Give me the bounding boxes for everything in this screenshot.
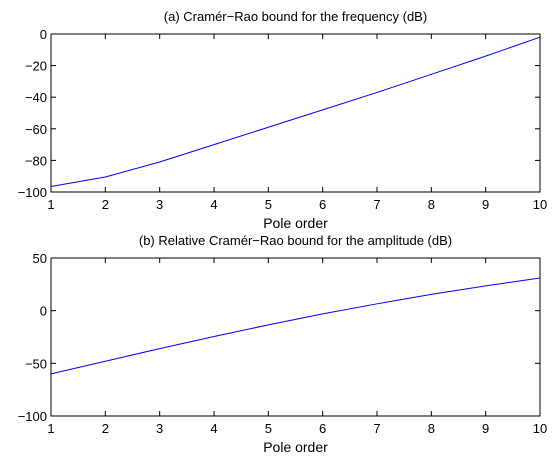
plot-area <box>50 257 541 417</box>
x-tick-label: 6 <box>319 197 326 212</box>
x-tick-label: 10 <box>533 421 547 436</box>
y-tick-label: −50 <box>25 356 47 371</box>
x-tick-label: 3 <box>156 421 163 436</box>
x-tick-label: 3 <box>156 197 163 212</box>
x-tick-label: 5 <box>265 197 272 212</box>
x-tick-label: 9 <box>482 421 489 436</box>
y-tick-label: 0 <box>40 27 47 42</box>
x-tick-label: 8 <box>428 421 435 436</box>
y-tick-label: −20 <box>25 59 47 74</box>
x-tick-label: 5 <box>265 421 272 436</box>
plot-area <box>50 33 541 193</box>
y-tick-label: 0 <box>40 304 47 319</box>
x-tick-label: 2 <box>102 197 109 212</box>
x-axis-label: Pole order <box>263 215 328 231</box>
series-line <box>50 277 541 375</box>
y-tick-label: −100 <box>18 185 47 200</box>
x-tick-label: 6 <box>319 421 326 436</box>
x-tick-label: 1 <box>47 421 54 436</box>
chart-title: (a) Cramér−Rao bound for the frequency (… <box>164 9 427 24</box>
x-tick-label: 9 <box>482 197 489 212</box>
x-tick-label: 10 <box>533 197 547 212</box>
x-tick-label: 7 <box>373 197 380 212</box>
x-tick-label: 7 <box>373 421 380 436</box>
x-tick-label: 4 <box>210 197 217 212</box>
x-tick-label: 8 <box>428 197 435 212</box>
panel-b: (b) Relative Cramér−Rao bound for the am… <box>18 233 548 455</box>
x-tick-label: 4 <box>210 421 217 436</box>
y-tick-label: −60 <box>25 122 47 137</box>
panel-a: (a) Cramér−Rao bound for the frequency (… <box>18 9 548 231</box>
y-tick-label: −80 <box>25 153 47 168</box>
y-tick-label: 50 <box>33 251 47 266</box>
x-axis-label: Pole order <box>263 439 328 455</box>
x-tick-label: 1 <box>47 197 54 212</box>
series-line <box>50 36 541 187</box>
x-tick-label: 2 <box>102 421 109 436</box>
y-tick-label: −100 <box>18 409 47 424</box>
y-tick-label: −40 <box>25 90 47 105</box>
chart-title: (b) Relative Cramér−Rao bound for the am… <box>139 233 452 248</box>
